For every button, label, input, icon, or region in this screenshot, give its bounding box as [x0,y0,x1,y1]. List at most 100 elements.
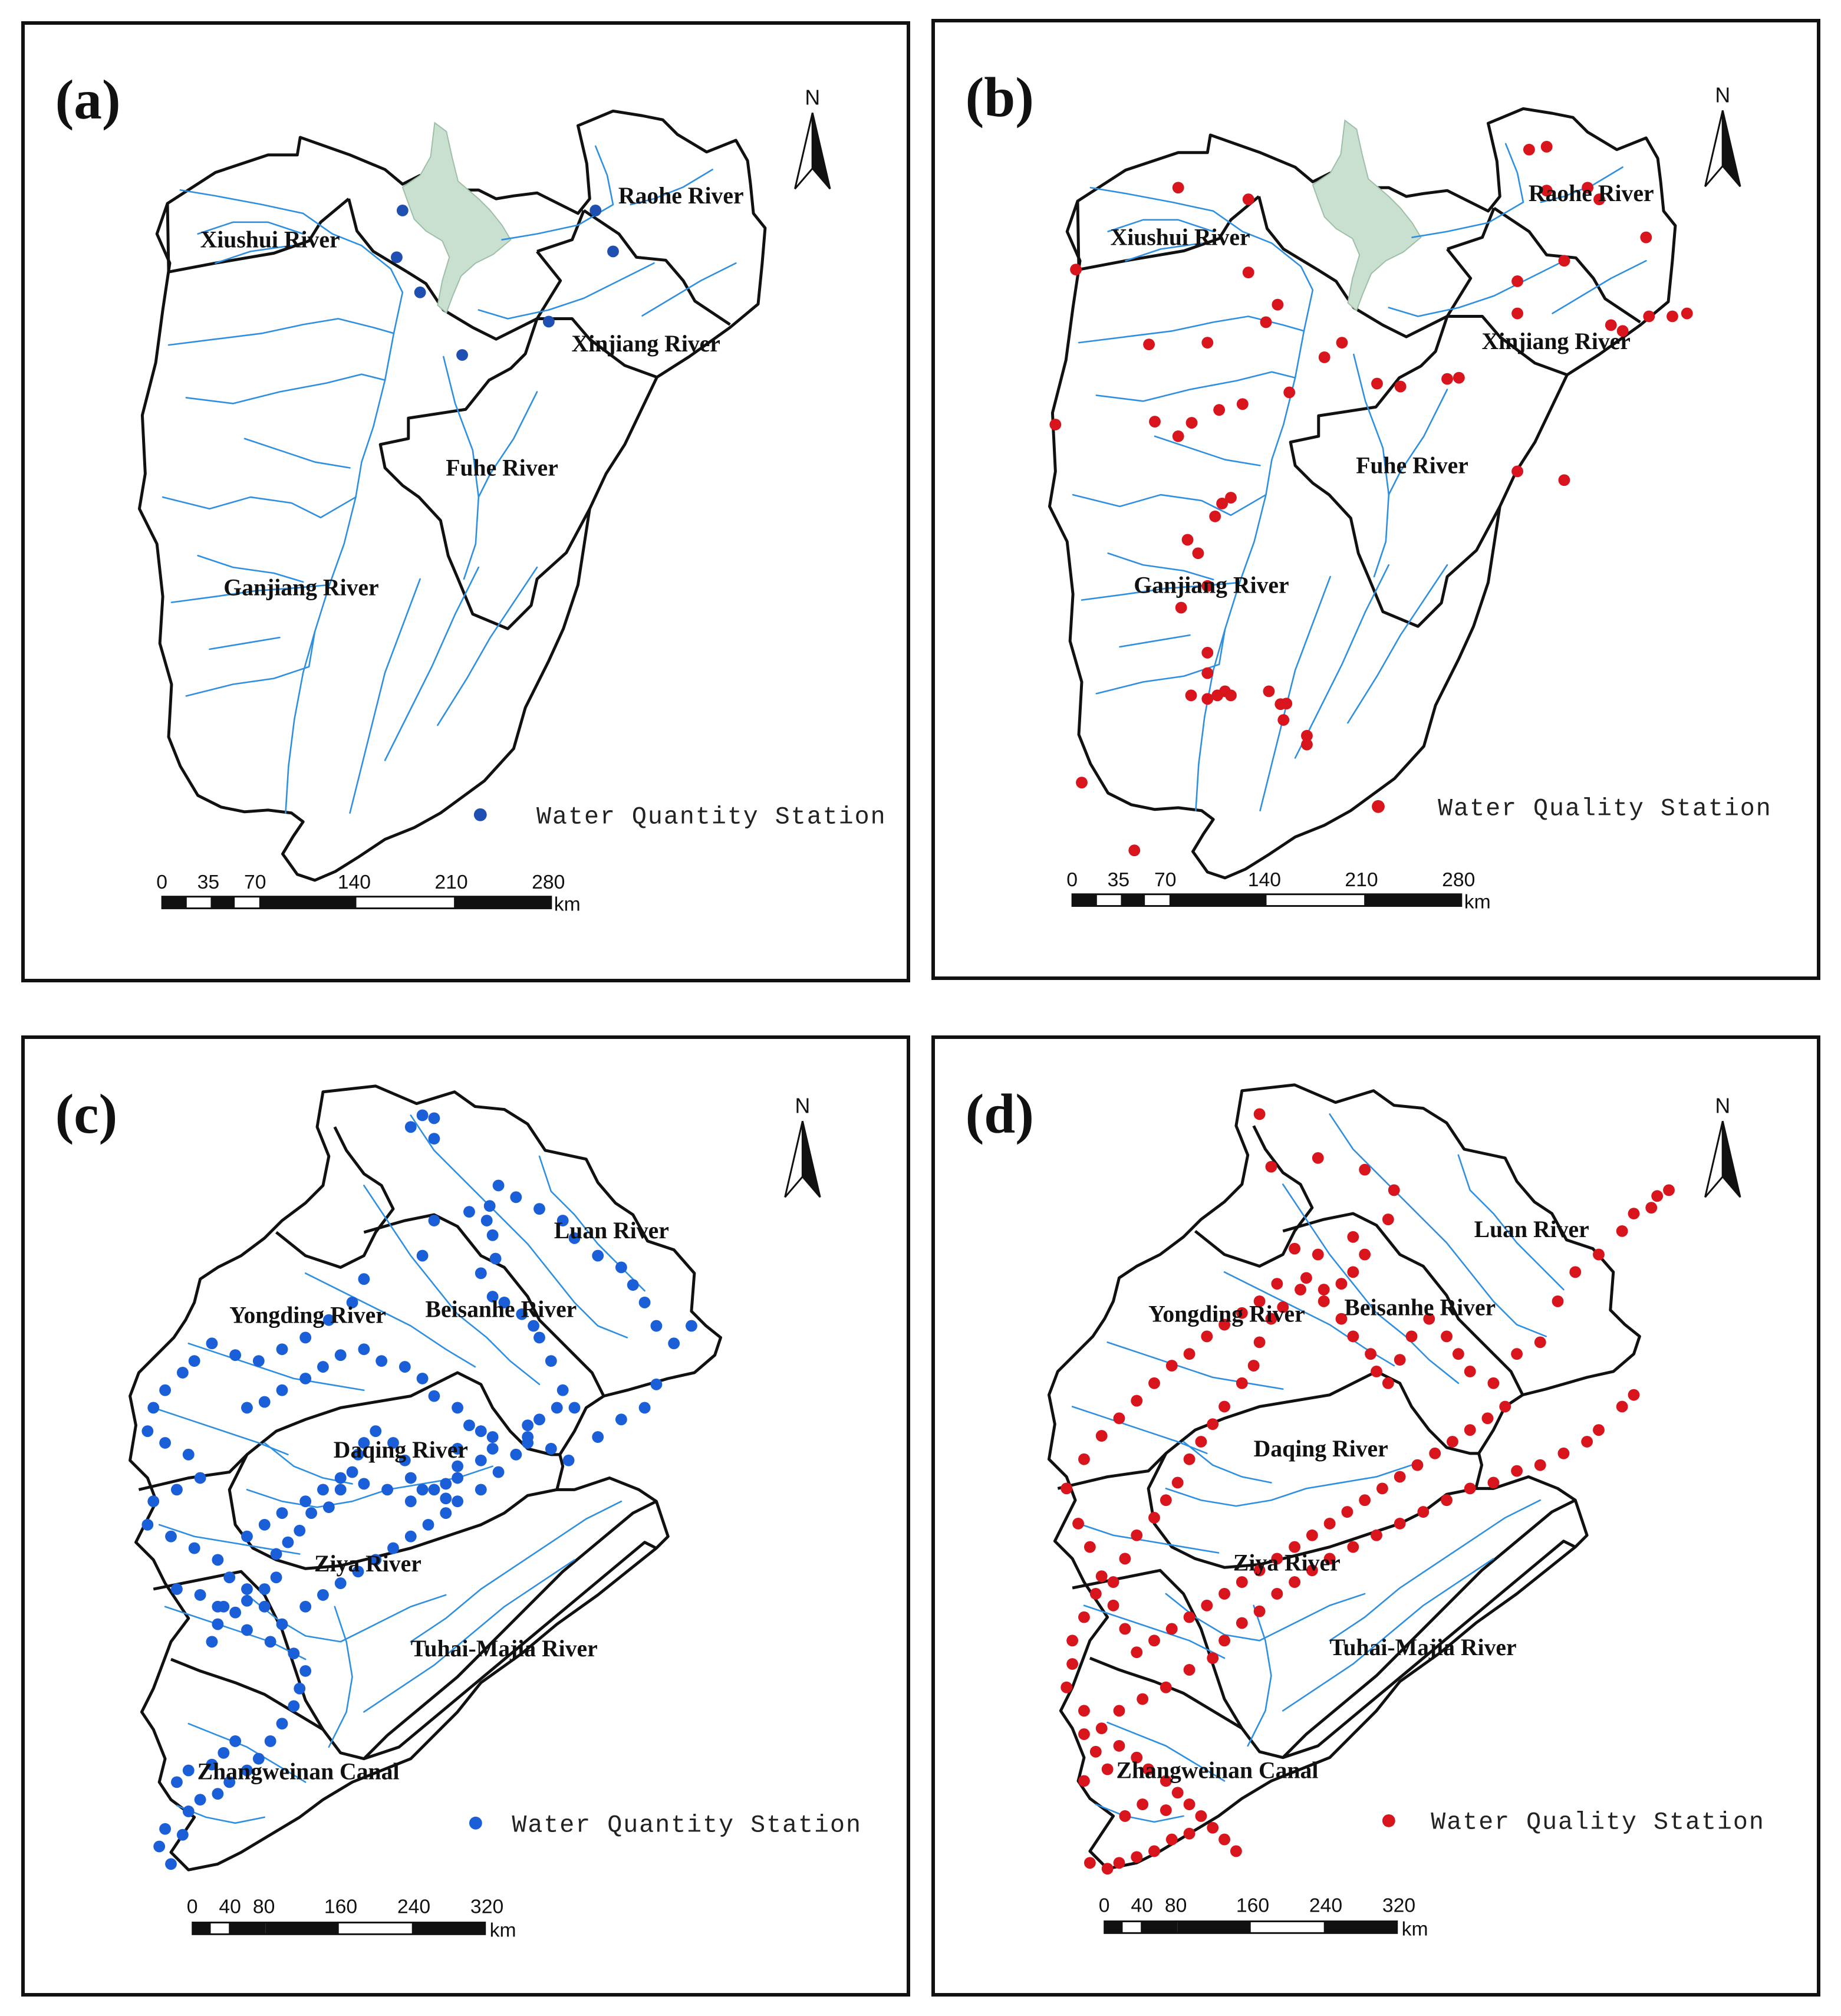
station-markers [141,1109,697,1870]
station-marker [1271,1278,1283,1290]
station-marker [1277,714,1290,726]
station-marker [376,1355,388,1367]
station-marker [1481,1412,1494,1425]
station-marker [1201,693,1214,705]
station-marker [299,1372,312,1384]
station-marker [176,1828,189,1841]
station-marker [264,1636,276,1648]
station-marker [486,1291,499,1303]
station-marker [334,1577,347,1590]
station-marker [188,1355,200,1367]
station-marker [387,1542,399,1554]
station-marker [1113,1705,1125,1717]
label-raohe-river: Raohe River [618,183,744,209]
station-marker [1569,1266,1582,1278]
station-marker [1078,1705,1090,1717]
station-marker [1216,498,1229,509]
station-marker [686,1320,697,1332]
station-marker [1070,264,1082,276]
station-marker [1225,689,1237,702]
basin-map [137,109,767,882]
station-marker [1335,1313,1348,1325]
station-marker [615,1261,627,1274]
scale-tick-2: 80 [253,1896,275,1918]
station-marker [551,1402,563,1414]
scale-tick-1: 40 [1131,1895,1153,1917]
map-panel-c: (c) N [21,1035,910,1997]
legend-label: Water Quantity Station [512,1811,862,1840]
station-marker [299,1600,312,1613]
station-marker [159,1384,172,1396]
station-marker [1616,325,1629,337]
station-marker [1201,337,1214,349]
station-marker [294,1524,306,1537]
station-marker [492,1466,505,1478]
station-marker [288,1700,300,1712]
station-marker [1581,1436,1593,1448]
station-marker [358,1437,370,1449]
station-marker [533,1203,545,1215]
station-marker [1312,1152,1324,1164]
station-marker [1242,267,1254,279]
panel-letter: (d) [966,1083,1034,1145]
station-marker [1207,1652,1219,1664]
station-marker [334,1484,347,1496]
station-marker [589,205,602,216]
station-marker [165,1530,177,1543]
scale-unit: km [1402,1918,1428,1940]
station-marker [1511,275,1523,287]
station-marker [1128,844,1141,857]
station-marker [1061,1681,1073,1693]
station-marker [1181,534,1194,546]
station-marker [1511,465,1523,478]
station-marker [456,349,468,361]
station-marker [1260,316,1272,328]
station-marker [1201,646,1214,659]
station-marker [1083,1541,1096,1553]
station-marker [165,1858,177,1870]
station-marker [1119,1623,1131,1635]
station-marker [1253,1605,1266,1617]
station-marker [562,1454,575,1466]
scale-tick-1: 35 [1108,869,1130,891]
station-marker [370,1554,382,1566]
scale-tick-1: 35 [197,871,220,893]
station-marker [1359,1248,1371,1261]
station-marker [1160,1494,1172,1507]
station-marker [607,245,619,258]
station-marker [1441,1330,1453,1343]
station-marker [668,1337,680,1350]
scale-tick-3: 160 [324,1896,357,1918]
label-tuhai-majia-river: Tuhai-Majia River [411,1636,598,1662]
label-luan-river: Luan River [1474,1216,1589,1242]
station-marker [1552,1295,1564,1307]
station-marker [194,1472,206,1484]
station-marker [206,1636,218,1648]
station-marker [1236,1576,1248,1589]
station-marker [241,1530,253,1543]
station-marker [141,1518,154,1531]
station-marker [404,1530,417,1543]
legend: Water Quantity Station [469,1811,862,1840]
station-marker [1593,1424,1605,1436]
station-marker [218,1747,230,1759]
station-marker [1160,1775,1172,1787]
panel-letter: (a) [55,68,121,131]
station-marker [1076,777,1088,789]
station-marker [294,1682,306,1695]
scale-tick-3: 140 [1248,869,1281,891]
poyang-map-quality: (b) N [966,66,1771,913]
station-marker [1394,380,1407,393]
station-marker [428,1133,440,1145]
poyang-basin-outline [137,109,767,882]
station-marker [276,1618,288,1630]
station-marker [1083,1857,1096,1869]
station-marker [1207,1418,1219,1430]
station-marker [276,1507,288,1519]
station-marker [480,1215,493,1226]
station-marker [489,1252,502,1265]
station-marker [1195,1436,1207,1448]
station-marker [452,1472,464,1484]
station-marker [463,1206,475,1218]
station-marker [510,1448,522,1461]
